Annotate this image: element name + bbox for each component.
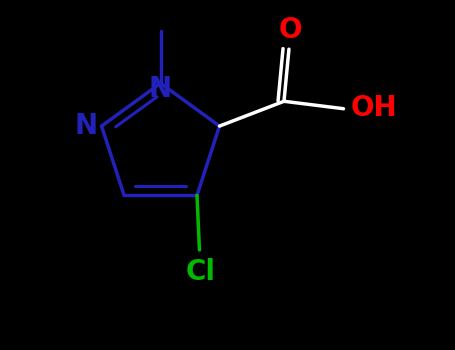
Text: Cl: Cl <box>186 258 216 286</box>
Text: N: N <box>74 112 97 140</box>
Text: OH: OH <box>351 94 398 122</box>
Text: O: O <box>278 16 302 44</box>
Text: N: N <box>149 75 172 103</box>
